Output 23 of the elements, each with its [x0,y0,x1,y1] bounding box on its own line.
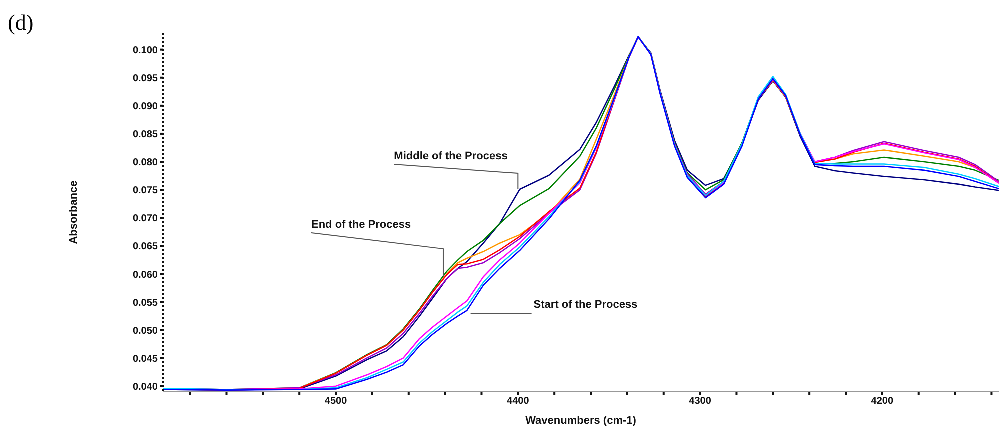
y-tick-label: 0.070 [132,214,158,225]
y-tick-label: 0.075 [132,186,158,197]
y-tick-label: 0.055 [132,298,158,309]
x-tick-label: 4300 [689,396,712,408]
annotation: Start of the Process [534,298,638,311]
annotation: End of the Process [311,219,412,232]
y-tick-label: 0.065 [132,242,158,253]
x-tick-label: 4500 [324,396,348,408]
y-tick-label: 0.050 [132,326,158,337]
annotation: Middle of the Process [394,150,508,162]
y-tick-label: 0.085 [132,130,158,141]
y-tick-label: 0.100 [132,45,158,56]
x-axis-title: Wavenumbers (cm-1) [526,415,637,427]
y-tick-label: 0.040 [132,382,158,393]
y-axis-title: Absorbance [68,180,80,244]
y-tick-label: 0.060 [132,270,158,281]
chart-title: (d) [8,10,34,36]
y-tick-label: 0.045 [132,354,158,365]
x-tick-label: 4400 [507,396,530,408]
y-tick-label: 0.090 [132,101,158,112]
x-tick-label: 4200 [871,396,894,408]
y-tick-label: 0.080 [132,158,158,169]
y-tick-label: 0.095 [132,73,158,84]
